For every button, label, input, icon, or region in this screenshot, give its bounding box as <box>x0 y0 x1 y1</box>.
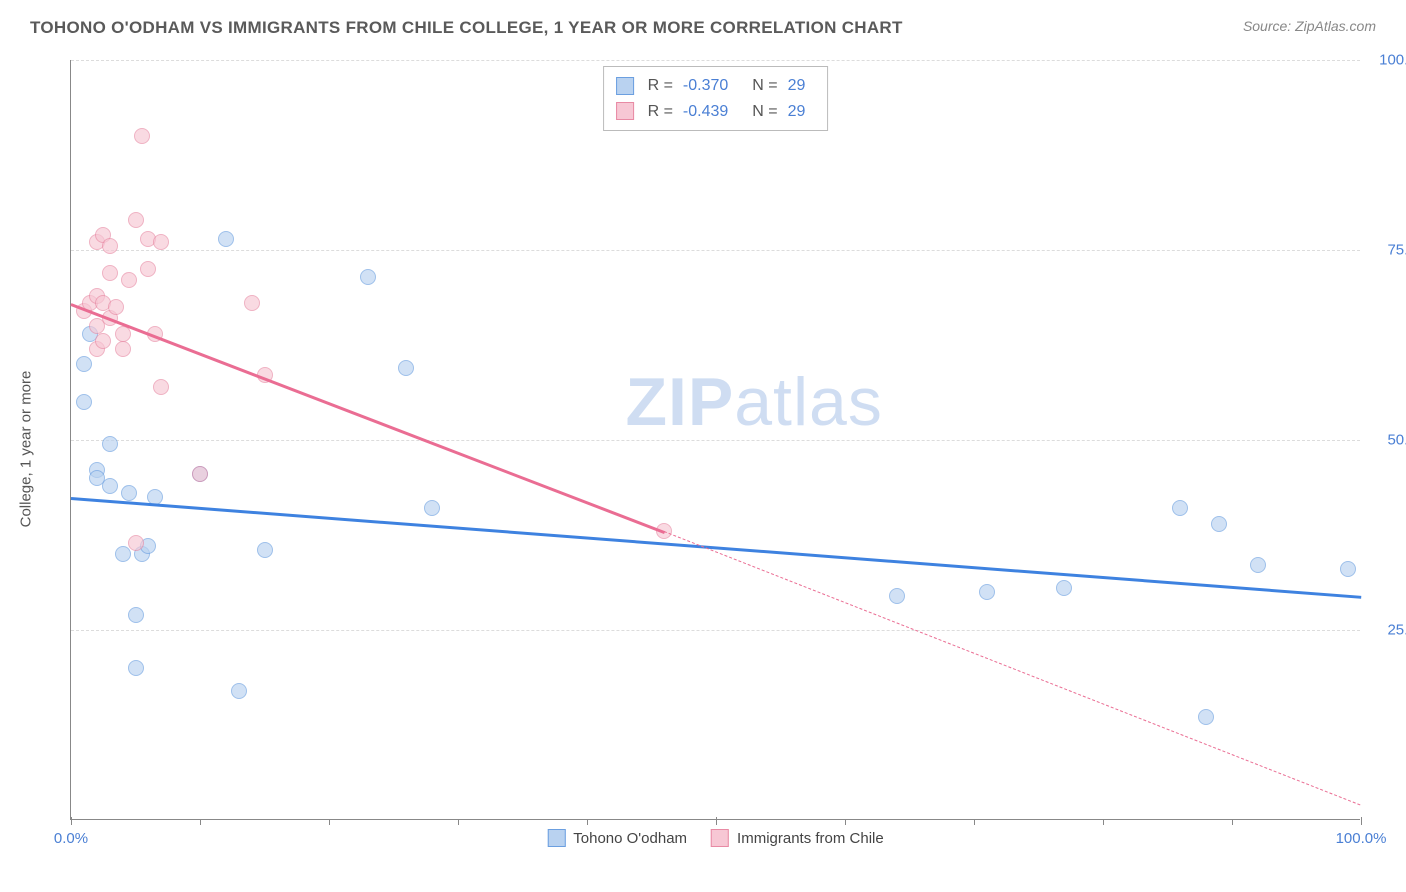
data-point <box>76 394 92 410</box>
data-point <box>889 588 905 604</box>
x-tick <box>1361 817 1362 825</box>
data-point <box>128 212 144 228</box>
x-tick <box>71 817 72 825</box>
data-point <box>128 607 144 623</box>
legend-stats: R = -0.370 N = 29 R = -0.439 N = 29 <box>603 66 829 131</box>
legend-stat-row: R = -0.370 N = 29 <box>616 73 816 99</box>
r-value: -0.370 <box>683 73 728 99</box>
legend-series: Tohono O'odham Immigrants from Chile <box>547 829 883 847</box>
legend-label: Immigrants from Chile <box>737 830 884 847</box>
data-point <box>128 535 144 551</box>
x-tick-label: 0.0% <box>54 830 88 847</box>
watermark: ZIPatlas <box>625 363 882 441</box>
data-point <box>231 683 247 699</box>
data-point <box>115 326 131 342</box>
source-label: Source: ZipAtlas.com <box>1243 18 1376 34</box>
legend-item: Tohono O'odham <box>547 829 687 847</box>
legend-swatch <box>547 829 565 847</box>
x-tick-minor <box>200 819 201 825</box>
data-point <box>115 546 131 562</box>
data-point <box>102 478 118 494</box>
data-point <box>134 128 150 144</box>
data-point <box>1250 557 1266 573</box>
data-point <box>1211 516 1227 532</box>
data-point <box>1056 580 1072 596</box>
data-point <box>140 261 156 277</box>
n-label: N = <box>752 73 777 99</box>
data-point <box>1198 709 1214 725</box>
x-tick-minor <box>587 819 588 825</box>
n-label: N = <box>752 99 777 125</box>
data-point <box>153 234 169 250</box>
chart-title: TOHONO O'ODHAM VS IMMIGRANTS FROM CHILE … <box>30 18 903 38</box>
data-point <box>102 238 118 254</box>
y-tick-label: 50.0% <box>1370 432 1406 449</box>
x-tick <box>716 817 717 825</box>
x-tick-label: 100.0% <box>1336 830 1387 847</box>
x-tick-minor <box>1103 819 1104 825</box>
data-point <box>1340 561 1356 577</box>
data-point <box>244 295 260 311</box>
data-point <box>360 269 376 285</box>
data-point <box>257 542 273 558</box>
data-point <box>192 466 208 482</box>
data-point <box>153 379 169 395</box>
data-point <box>76 356 92 372</box>
chart-container: College, 1 year or more ZIPatlas R =-0.3… <box>40 54 1380 844</box>
data-point <box>128 660 144 676</box>
x-tick-minor <box>329 819 330 825</box>
data-point <box>102 436 118 452</box>
legend-item: Immigrants from Chile <box>711 829 884 847</box>
data-point <box>424 500 440 516</box>
data-point <box>108 299 124 315</box>
gridline <box>71 630 1360 631</box>
data-point <box>102 265 118 281</box>
n-value: 29 <box>788 99 806 125</box>
x-tick-minor <box>1232 819 1233 825</box>
y-axis-label: College, 1 year or more <box>18 371 35 528</box>
r-label: R = <box>648 99 673 125</box>
data-point <box>979 584 995 600</box>
data-point <box>398 360 414 376</box>
data-point <box>95 333 111 349</box>
x-tick-minor <box>974 819 975 825</box>
legend-swatch <box>616 77 634 95</box>
gridline <box>71 250 1360 251</box>
data-point <box>218 231 234 247</box>
x-tick-minor <box>845 819 846 825</box>
gridline <box>71 60 1360 61</box>
legend-label: Tohono O'odham <box>573 830 687 847</box>
chart-header: TOHONO O'ODHAM VS IMMIGRANTS FROM CHILE … <box>0 0 1406 46</box>
legend-swatch <box>711 829 729 847</box>
n-value: 29 <box>788 73 806 99</box>
gridline <box>71 440 1360 441</box>
legend-stat-row: R = -0.439 N = 29 <box>616 99 816 125</box>
data-point <box>121 272 137 288</box>
y-tick-label: 100.0% <box>1370 52 1406 69</box>
data-point <box>115 341 131 357</box>
data-point <box>121 485 137 501</box>
data-point <box>1172 500 1188 516</box>
r-value: -0.439 <box>683 99 728 125</box>
legend-swatch <box>616 102 634 120</box>
r-label: R = <box>648 73 673 99</box>
y-tick-label: 25.0% <box>1370 622 1406 639</box>
plot-area: ZIPatlas R =-0.370N =29R =-0.439N =29 To… <box>70 60 1360 820</box>
y-tick-label: 75.0% <box>1370 242 1406 259</box>
x-tick-minor <box>458 819 459 825</box>
